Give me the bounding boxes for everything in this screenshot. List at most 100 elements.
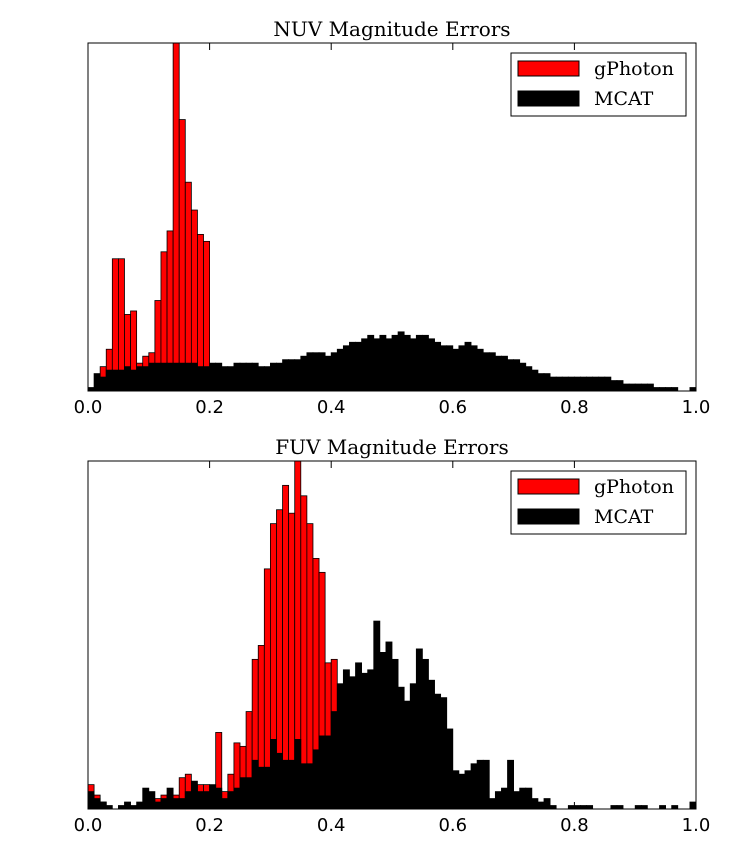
fuv-x-tick-label: 0.4 [317,815,346,836]
nuv-mcat-bar [464,341,472,392]
nuv-mcat-bar [616,380,624,392]
fuv-mcat-bar [203,791,211,810]
fuv-x-tick-label: 0.2 [195,815,224,836]
fuv-mcat-bar [403,700,411,810]
fuv-mcat-bar [294,739,302,810]
nuv-mcat-bar [452,348,460,392]
nuv-mcat-bar [312,352,320,392]
nuv-mcat-bar [257,366,265,392]
fuv-panel: FUV Magnitude Errors 0.0 0.2 0.4 0.6 0.8 1.0 … [74,435,711,836]
fuv-mcat-bar [239,777,247,810]
nuv-mcat-bar [124,366,131,392]
fuv-mcat-bar [87,791,95,810]
nuv-mcat-bar [537,373,545,392]
nuv-mcat-bar [507,359,514,392]
fuv-mcat-bar [130,805,138,810]
nuv-mcat-bar [494,355,502,392]
fuv-mcat-bar [531,798,539,810]
nuv-mcat-bar [93,373,101,392]
nuv-mcat-bar [513,359,521,392]
nuv-mcat-bar [634,383,642,392]
nuv-mcat-bar [221,366,229,392]
nuv-mcat-bar [421,334,429,392]
fuv-mcat-bar [184,791,192,810]
nuv-mcat-bar [671,387,679,392]
nuv-mcat-bar [209,362,217,392]
nuv-gphoton-bar [172,42,180,392]
nuv-x-ticks: 0.0 0.2 0.4 0.6 0.8 1.0 [74,43,711,418]
fuv-mcat-bar [355,662,362,810]
nuv-legend: gPhoton MCAT [510,52,687,117]
fuv-mcat-bar [269,739,277,810]
nuv-mcat-bar [385,338,393,392]
fuv-mcat-bar [397,686,405,810]
nuv-mcat-bar [154,362,162,392]
nuv-mcat-bar [446,345,454,392]
nuv-gphoton-bar [184,181,192,392]
fuv-mcat-bar [440,697,448,810]
nuv-mcat-bar [190,362,198,392]
nuv-gphoton-bar [178,119,186,392]
nuv-axes-frame [87,42,697,392]
nuv-mcat-bar [245,362,253,392]
fuv-mcat-bar [391,658,399,810]
nuv-mcat-bar [294,359,302,392]
fuv-mcat-bar [525,787,533,810]
fuv-mcat-bar [543,798,551,810]
fuv-mcat-bar [580,805,587,810]
nuv-mcat-bar [458,345,466,392]
nuv-mcat-bar [476,348,484,392]
nuv-mcat-bar [160,362,168,392]
nuv-mcat-bar [689,387,697,392]
fuv-mcat-bar [689,801,697,810]
nuv-mcat-bar [276,362,283,392]
fuv-mcat-bar [306,763,314,810]
nuv-mcat-bar [640,383,648,392]
nuv-mcat-bar [391,334,399,392]
nuv-panel: NUV Magnitude Errors 0.0 0.2 0.4 0.6 0.8 1.0 … [74,17,711,418]
nuv-mcat-bar [373,338,381,392]
fuv-mcat-bar [421,658,429,810]
nuv-mcat-bar [166,362,174,392]
nuv-mcat-bar [543,373,551,392]
nuv-mcat-bar [549,376,557,392]
fuv-mcat-bar [99,801,107,810]
fuv-mcat-bar [172,798,180,810]
nuv-mcat-bar [215,362,223,392]
fuv-mcat-bar [324,735,332,810]
nuv-mcat-bar [409,338,417,392]
nuv-title: NUV Magnitude Errors [273,17,510,41]
nuv-mcat-bar [330,352,338,392]
nuv-mcat-bar [440,345,448,392]
fuv-mcat-bar [671,805,679,810]
nuv-mcat-bar [355,341,362,392]
nuv-mcat-bar [142,366,150,392]
nuv-mcat-bar [349,341,356,392]
nuv-legend-label-gphoton: gPhoton [594,58,674,80]
nuv-mcat-bar [111,369,119,392]
nuv-x-tick-label: 1.0 [682,397,711,418]
fuv-title: FUV Magnitude Errors [275,435,509,459]
nuv-mcat-bar [379,334,387,392]
fuv-mcat-bar [160,798,168,810]
fuv-mcat-bar [452,770,460,810]
nuv-mcat-bar [415,334,423,392]
nuv-mcat-bar [428,338,435,392]
fuv-mcat-bar [586,805,594,810]
fuv-mcat-bar [136,801,144,810]
nuv-mcat-bar [197,366,204,392]
fuv-legend: gPhoton MCAT [510,470,687,535]
fuv-mcat-bar [385,641,393,810]
nuv-mcat-bar [574,376,581,392]
nuv-mcat-bar [233,362,241,392]
fuv-mcat-bar [221,798,229,810]
fuv-mcat-bar [282,759,290,810]
nuv-mcat-bar [525,366,533,392]
nuv-mcat-bar [610,380,618,392]
nuv-mcat-bar [434,341,442,392]
nuv-x-tick-label: 0.4 [317,397,346,418]
fuv-mcat-bar [494,791,502,810]
nuv-mcat-bar [482,352,490,392]
nuv-mcat-bar [136,366,144,392]
